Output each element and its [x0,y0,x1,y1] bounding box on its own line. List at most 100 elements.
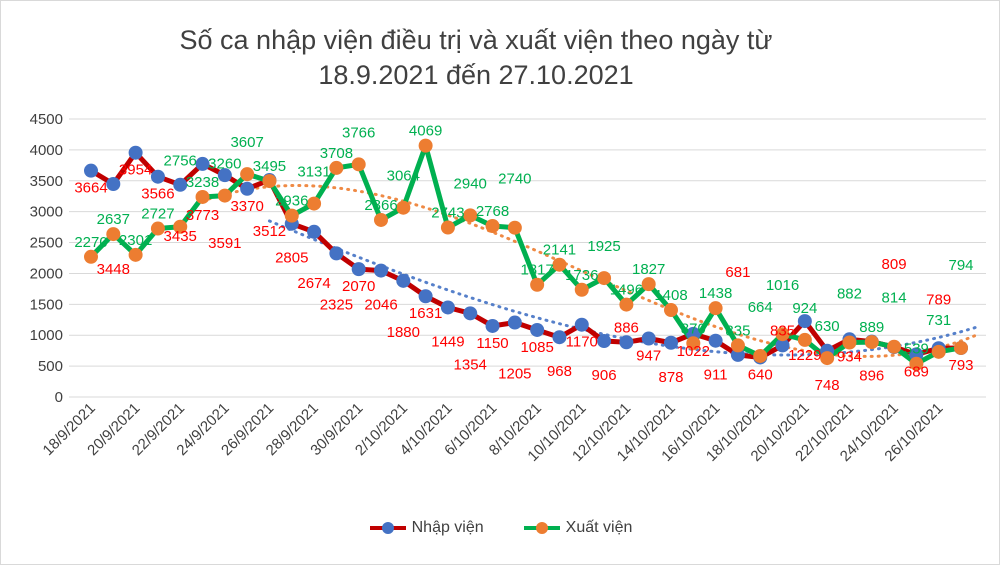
data-label-xuat-vien: 2637 [97,211,130,228]
y-tick-label: 4000 [30,142,63,159]
data-point-nhap-vien [708,333,723,348]
data-point-xuat-vien [619,297,634,312]
data-point-nhap-vien [552,330,567,345]
y-tick-label: 3500 [30,173,63,190]
data-point-nhap-vien [351,262,366,277]
data-point-xuat-vien [664,303,678,318]
data-point-xuat-vien [284,208,299,223]
data-label-nhap-vien: 906 [592,367,617,384]
data-point-xuat-vien [530,277,545,292]
data-point-nhap-vien [173,177,188,192]
data-label-nhap-vien: 947 [636,347,661,364]
data-point-nhap-vien [597,334,612,349]
data-label-nhap-vien: 3773 [186,207,219,224]
data-label-nhap-vien: 2805 [275,250,308,267]
legend-swatch-xuat-vien [523,522,560,534]
data-point-xuat-vien [507,220,522,235]
data-point-xuat-vien [887,339,902,354]
data-point-nhap-vien [485,318,500,333]
data-point-nhap-vien [329,246,344,261]
data-point-nhap-vien [374,263,388,278]
data-label-xuat-vien: 731 [926,312,951,329]
legend: Nhập viện Xuất viện [1,519,1000,537]
data-point-nhap-vien [106,176,121,191]
data-label-nhap-vien: 1880 [387,324,420,341]
data-point-xuat-vien [552,257,567,272]
data-label-xuat-vien: 3260 [208,156,241,173]
data-label-xuat-vien: 814 [882,290,907,307]
data-point-xuat-vien [195,189,210,204]
data-point-xuat-vien [329,160,344,175]
data-point-xuat-vien [106,227,121,242]
data-point-nhap-vien [775,338,790,353]
data-label-nhap-vien: 934 [837,348,862,365]
data-label-nhap-vien: 3664 [74,180,107,197]
data-label-xuat-vien: 2301 [119,232,152,249]
data-point-nhap-vien [128,145,143,160]
data-label-nhap-vien: 789 [926,291,951,308]
y-tick-label: 1000 [30,327,63,344]
data-point-xuat-vien [909,356,924,371]
y-tick-label: 3000 [30,204,63,221]
data-label-nhap-vien: 793 [948,357,973,374]
data-label-xuat-vien: 3766 [342,124,375,141]
data-label-xuat-vien: 1925 [587,238,620,255]
data-label-xuat-vien: 3064 [387,168,420,185]
data-label-nhap-vien: 1354 [454,356,487,373]
data-label-nhap-vien: 1449 [431,333,464,350]
data-label-nhap-vien: 748 [815,377,840,394]
data-label-xuat-vien: 1827 [632,261,665,278]
data-label-nhap-vien: 1150 [476,335,508,352]
data-label-xuat-vien: 3495 [253,158,286,175]
data-point-xuat-vien [463,208,478,223]
data-label-xuat-vien: 2727 [141,206,174,223]
chart-title: Số ca nhập viện điều trị và xuất viện th… [1,23,951,93]
data-label-xuat-vien: 2141 [543,242,576,259]
y-tick-label: 500 [38,358,63,375]
data-point-nhap-vien [195,156,210,171]
data-label-nhap-vien: 1631 [409,305,442,322]
data-label-xuat-vien: 1438 [699,285,732,302]
data-label-xuat-vien: 889 [859,319,884,336]
data-label-nhap-vien: 689 [904,363,929,380]
data-point-nhap-vien [440,300,455,315]
data-point-xuat-vien [418,138,433,153]
data-point-xuat-vien [173,219,188,234]
data-label-nhap-vien: 2046 [364,297,397,314]
data-label-xuat-vien: 2743 [431,205,464,222]
data-label-xuat-vien: 539 [904,341,929,358]
data-point-xuat-vien [686,336,701,351]
data-point-xuat-vien [864,335,879,350]
legend-swatch-nhap-vien [369,522,406,534]
data-point-nhap-vien [418,289,433,304]
data-label-nhap-vien: 3566 [141,186,174,203]
data-label-nhap-vien: 896 [859,368,884,385]
data-point-nhap-vien [84,163,98,178]
data-label-xuat-vien: 3607 [230,134,263,151]
data-point-nhap-vien [641,331,656,346]
data-label-nhap-vien: 1022 [677,343,710,360]
data-point-nhap-vien [507,315,522,330]
data-label-xuat-vien: 1496 [610,282,643,299]
legend-label: Nhập viện [411,519,484,536]
data-label-xuat-vien: 2936 [275,193,308,210]
data-point-xuat-vien [374,212,388,227]
data-point-xuat-vien [351,157,366,172]
data-point-nhap-vien [530,322,545,337]
data-label-xuat-vien: 1736 [565,267,598,284]
data-point-xuat-vien [730,338,745,353]
data-point-xuat-vien [150,221,165,236]
data-point-xuat-vien [485,218,500,233]
legend-item-xuat-vien: Xuất viện [523,519,633,537]
chart-title-line2: 18.9.2021 đến 27.10.2021 [318,60,634,90]
data-label-xuat-vien: 2940 [454,175,487,192]
data-label-nhap-vien: 2674 [297,275,330,292]
data-point-xuat-vien [775,327,790,342]
data-label-xuat-vien: 794 [948,257,973,274]
data-point-nhap-vien [240,181,255,196]
series-line-xuat-vien [89,143,962,367]
legend-label: Xuất viện [565,519,633,536]
data-point-xuat-vien [641,277,656,292]
